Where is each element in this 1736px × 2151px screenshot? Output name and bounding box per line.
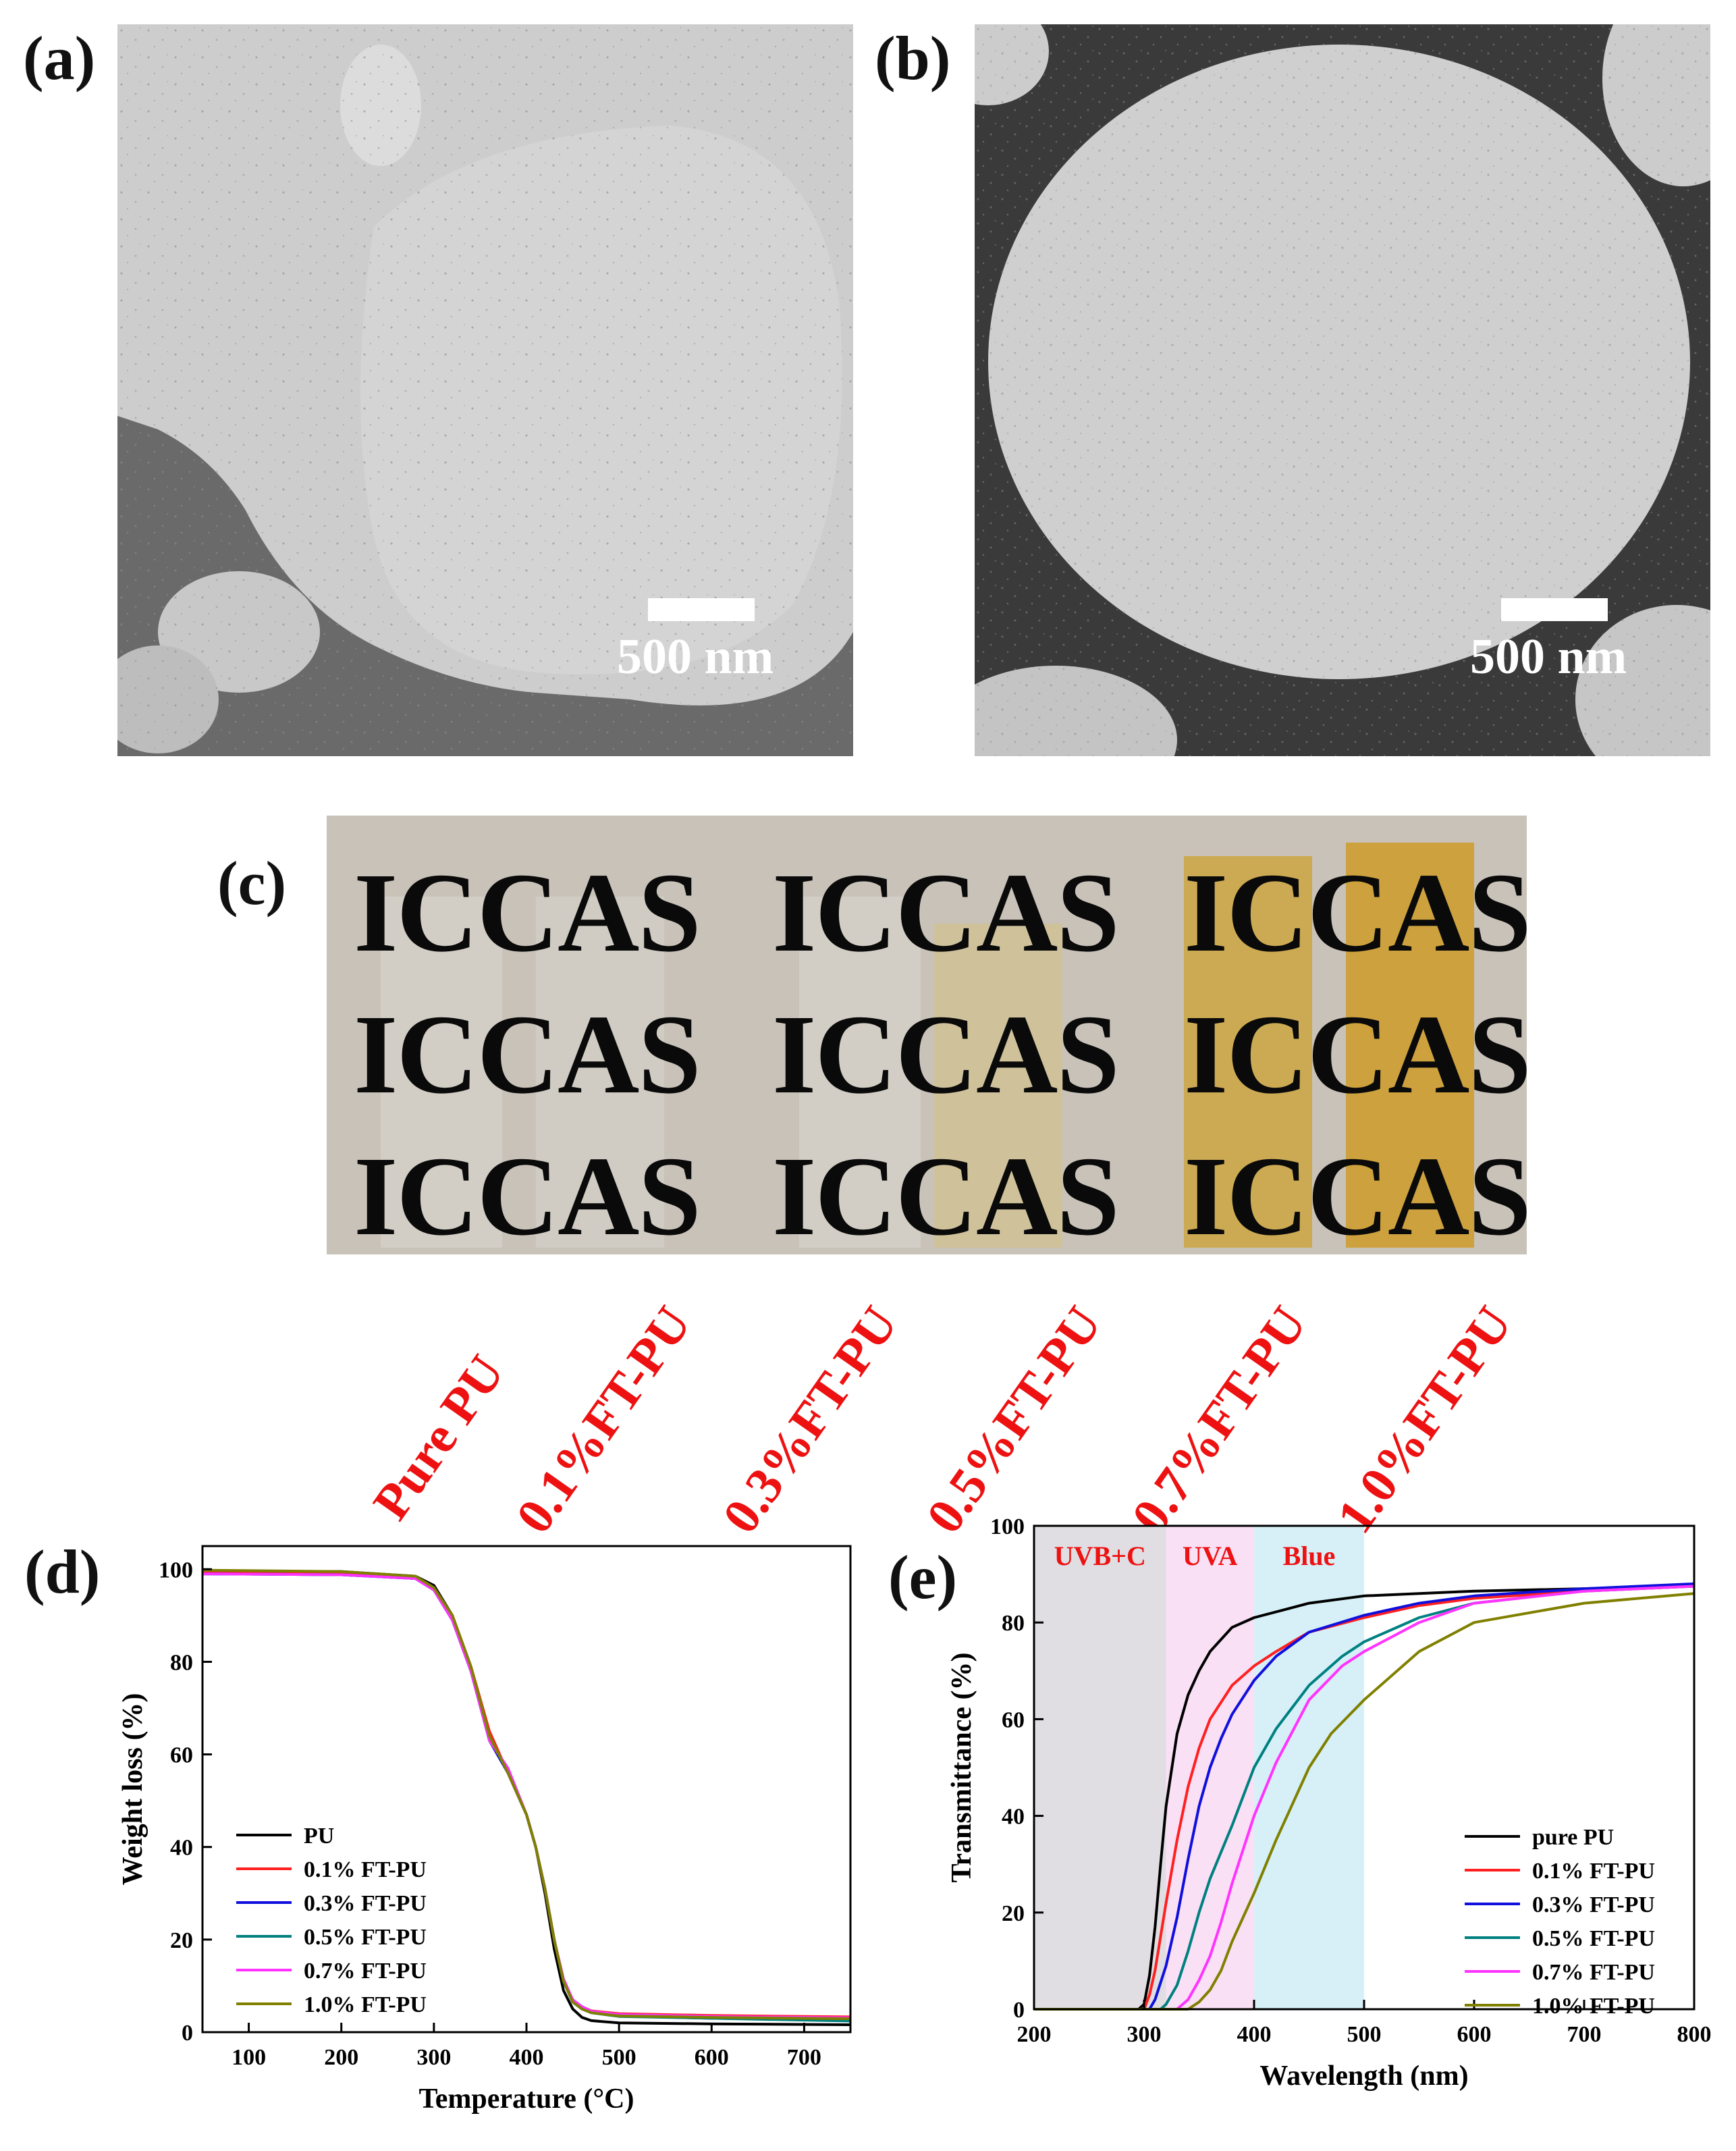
x-tick-label: 300 <box>1127 2022 1162 2047</box>
film-strip-1.0 <box>1346 843 1474 1248</box>
legend-label-2: 0.3% FT-PU <box>304 1891 427 1916</box>
x-tick-label: 500 <box>1347 2022 1382 2047</box>
tga-chart: 100 200 300 400 500 600 700 0 20 40 60 80 100 Tempera… <box>117 1545 852 2115</box>
series-line-1 <box>202 1570 851 2019</box>
iccas-text: ICCAS <box>1184 992 1527 1117</box>
series-line-5 <box>1034 1592 1695 2011</box>
x-tick-label: 200 <box>1017 2022 1052 2047</box>
panel-d-label: (d) <box>24 1537 101 1606</box>
legend-label-2: 0.3% FT-PU <box>1532 1892 1655 1917</box>
film-strip-pure-pu <box>381 897 502 1248</box>
y-tick-label: 20 <box>170 1928 193 1953</box>
y-tick-label: 100 <box>990 1514 1025 1539</box>
panel-a-label: (a) <box>23 24 96 92</box>
x-tick-label: 800 <box>1677 2022 1712 2047</box>
y-axis-label: Weight loss (%) <box>117 1693 148 1886</box>
band-label: UVB+C <box>1054 1541 1146 1571</box>
sample-label-0.7: 0.7%FT-PU <box>1120 1296 1318 1543</box>
panel-c-label: (c) <box>217 849 287 918</box>
series-line-4 <box>202 1572 851 2019</box>
series-line-1 <box>1034 1585 1695 2011</box>
film-strip-0.3 <box>799 897 921 1248</box>
series-line-2 <box>1034 1582 1695 2011</box>
iccas-text: ICCAS <box>354 992 701 1117</box>
band-0 <box>1034 1526 1166 2009</box>
legend-label-1: 0.1% FT-PU <box>304 1857 427 1882</box>
sample-label-pure-pu: Pure PU <box>362 1345 516 1530</box>
iccas-text: ICCAS <box>772 850 1120 976</box>
x-tick-label: 500 <box>602 2045 636 2070</box>
legend-label-0: pure PU <box>1532 1825 1614 1850</box>
sample-label-0.1: 0.1%FT-PU <box>505 1296 702 1543</box>
y-tick-label: 60 <box>170 1743 193 1768</box>
x-tick-label: 700 <box>1567 2022 1602 2047</box>
iccas-text: ICCAS <box>772 992 1120 1117</box>
sample-label-0.3: 0.3%FT-PU <box>711 1296 908 1543</box>
x-axis-label: Wavelength (nm) <box>1259 2061 1468 2092</box>
x-tick-label: 600 <box>695 2045 729 2070</box>
x-tick-label: 700 <box>787 2045 821 2070</box>
iccas-text: ICCAS <box>354 1134 701 1254</box>
y-tick-label: 20 <box>1002 1901 1025 1926</box>
y-tick-label: 0 <box>1013 1998 1025 2023</box>
legend-label-4: 0.7% FT-PU <box>1532 1960 1655 1985</box>
y-tick-label: 100 <box>159 1558 193 1583</box>
film-strip-0.7 <box>1184 856 1312 1248</box>
scale-label-b: 500 nm <box>1470 629 1627 685</box>
x-tick-label: 300 <box>416 2045 451 2070</box>
y-tick-label: 60 <box>1002 1707 1025 1732</box>
y-tick-label: 0 <box>182 2021 193 2046</box>
film-strip-0.1 <box>536 897 664 1248</box>
sample-photo: ICCAS ICCAS ICCAS ICCAS ICCAS ICCAS ICCA… <box>327 816 1527 1254</box>
x-tick-label: 600 <box>1457 2022 1492 2047</box>
legend-label-3: 0.5% FT-PU <box>304 1925 427 1950</box>
scale-label-a: 500 nm <box>617 629 774 685</box>
band-label: UVA <box>1183 1541 1238 1571</box>
scale-bar-a <box>648 598 755 621</box>
y-tick-label: 80 <box>1002 1611 1025 1636</box>
tem-image-a: 500 nm <box>117 24 853 756</box>
series-line-0 <box>1034 1585 1695 2011</box>
series-line-3 <box>1034 1585 1695 2011</box>
panel-b-label: (b) <box>875 24 951 92</box>
legend-label-5: 1.0% FT-PU <box>1532 1994 1655 2019</box>
series-line-4 <box>1034 1585 1695 2011</box>
x-tick-label: 400 <box>510 2045 544 2070</box>
tem-image-b: 500 nm <box>975 24 1710 756</box>
scale-bar-b <box>1501 598 1608 621</box>
legend-label-4: 0.7% FT-PU <box>304 1959 427 1984</box>
plot-frame <box>201 1545 852 2034</box>
panel-e-label: (e) <box>888 1543 958 1612</box>
sample-label-0.5: 0.5%FT-PU <box>915 1296 1112 1543</box>
iccas-text: ICCAS <box>1184 1134 1527 1254</box>
iccas-text: ICCAS <box>772 1134 1120 1254</box>
x-axis-label: Temperature (°C) <box>419 2083 634 2115</box>
legend-label-0: PU <box>304 1824 334 1849</box>
legend-label-1: 0.1% FT-PU <box>1532 1859 1655 1884</box>
iccas-text: ICCAS <box>354 850 701 976</box>
y-tick-label: 40 <box>1002 1805 1025 1830</box>
y-tick-label: 80 <box>170 1650 193 1675</box>
iccas-text: ICCAS <box>1184 850 1527 976</box>
transmittance-chart: UVB+C UVA Blue 200 300 400 500 600 700 800 0 20 40 60… <box>946 1514 1712 2092</box>
legend-label-5: 1.0% FT-PU <box>304 1992 427 2017</box>
x-tick-label: 100 <box>232 2045 266 2070</box>
series-line-5 <box>202 1568 851 2021</box>
sample-label-1.0: 1.0%FT-PU <box>1326 1296 1523 1543</box>
legend-label-3: 0.5% FT-PU <box>1532 1926 1655 1951</box>
x-tick-label: 400 <box>1237 2022 1272 2047</box>
y-axis-label: Transmittance (%) <box>946 1653 977 1883</box>
film-strip-0.5 <box>934 924 1062 1248</box>
series-line-0 <box>202 1570 851 2026</box>
x-tick-label: 200 <box>324 2045 358 2070</box>
y-tick-label: 40 <box>170 1836 193 1861</box>
series-line-3 <box>202 1572 851 2023</box>
series-line-2 <box>202 1572 851 2022</box>
band-label: Blue <box>1283 1541 1336 1571</box>
